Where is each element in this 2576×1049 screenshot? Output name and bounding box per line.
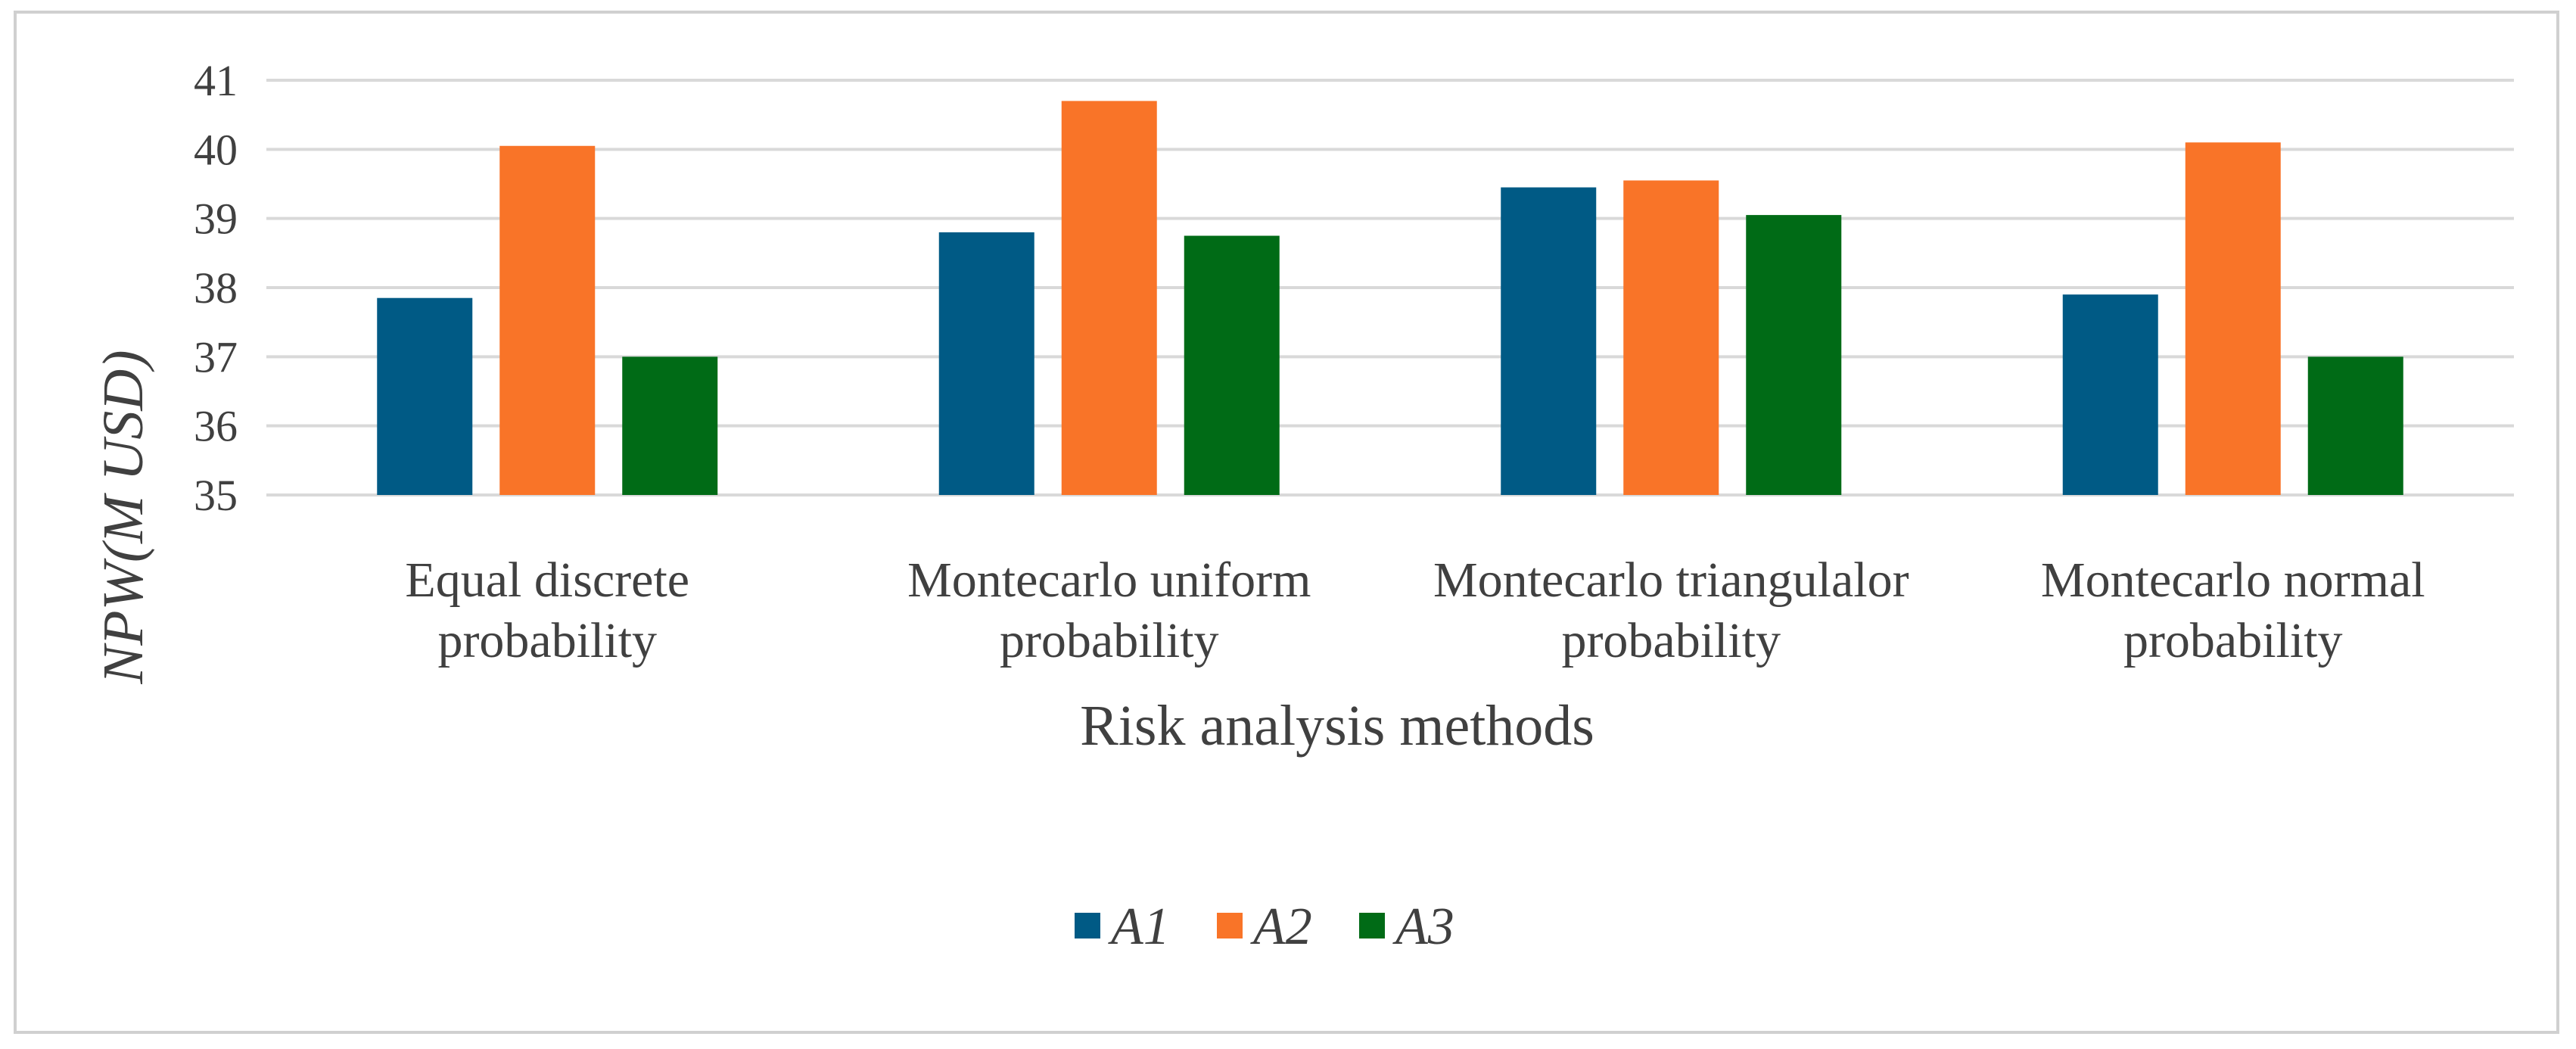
legend-swatch-a2 <box>1217 913 1243 938</box>
bar-a1-1 <box>377 297 473 495</box>
category-label-line: probability <box>437 613 657 668</box>
category-label-line: probability <box>2123 613 2343 668</box>
bar-a1-3 <box>1501 187 1597 496</box>
category-label: Equal discrete probability <box>405 553 689 668</box>
category-label-line: probability <box>1000 613 1219 668</box>
bar-a3-1 <box>622 356 718 495</box>
chart-frame: 35 36 37 38 39 40 41 Equal discrete probability… <box>14 11 2559 1034</box>
bar-a2-3 <box>1623 180 1719 495</box>
bars <box>377 101 2403 496</box>
legend: A1 A2 A3 <box>1075 898 1454 956</box>
category-label-line: Equal discrete <box>405 553 689 608</box>
y-tick-label: 35 <box>194 471 238 520</box>
bar-a2-1 <box>499 145 596 495</box>
category-label-line: Montecarlo normal <box>2041 553 2425 608</box>
category-label-line: probability <box>1561 613 1781 668</box>
category-label: Montecarlo triangulalor probability <box>1433 553 1909 668</box>
y-tick-label: 36 <box>194 402 238 451</box>
legend-swatch-a3 <box>1359 913 1385 938</box>
x-axis-title: Risk analysis methods <box>1080 694 1594 758</box>
y-tick-label: 41 <box>194 56 238 105</box>
bar-a1-4 <box>2062 294 2158 495</box>
legend-label-a3: A3 <box>1392 898 1454 956</box>
y-axis-ticks: 35 36 37 38 39 40 41 <box>194 56 238 520</box>
category-label: Montecarlo uniform probability <box>907 553 1311 668</box>
bar-a1-2 <box>938 232 1034 495</box>
bar-a3-2 <box>1184 235 1280 495</box>
legend-label-a1: A1 <box>1108 898 1170 956</box>
legend-swatch-a1 <box>1075 913 1100 938</box>
gridlines <box>266 79 2514 496</box>
y-tick-label: 40 <box>194 125 238 174</box>
bar-a3-3 <box>1746 215 1842 495</box>
category-label: Montecarlo normal probability <box>2041 553 2425 668</box>
legend-label-a2: A2 <box>1250 898 1312 956</box>
y-tick-label: 39 <box>194 195 238 244</box>
bar-a2-4 <box>2185 142 2281 495</box>
y-axis-title: NPW(M USD) <box>92 350 155 684</box>
y-tick-label: 38 <box>194 263 238 313</box>
y-tick-label: 37 <box>194 332 238 381</box>
bar-a3-4 <box>2307 356 2403 495</box>
bar-a2-2 <box>1061 101 1157 495</box>
category-label-line: Montecarlo uniform <box>907 553 1311 608</box>
category-label-line: Montecarlo triangulalor <box>1433 553 1909 608</box>
